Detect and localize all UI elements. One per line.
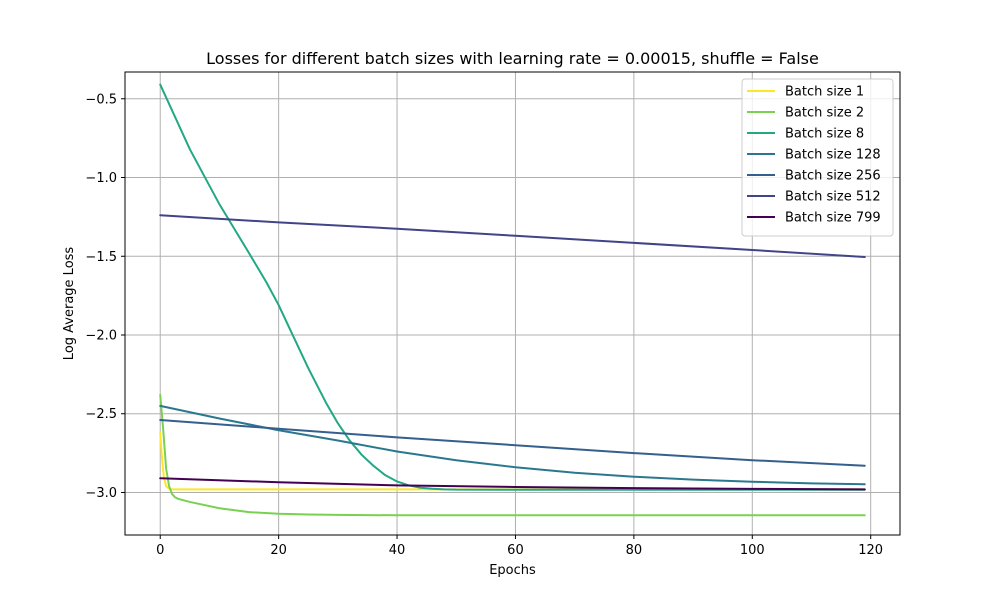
x-tick-label: 0 [156,543,164,558]
x-tick-label: 120 [858,543,883,558]
y-tick-label: −2.0 [85,328,117,343]
ticks: 0 20 40 60 80 100 120 −3.0 −2.5 −2.0 −1.5 −1.0 −0.5 [85,92,883,558]
legend-label-batch-size-1: Batch size 1 [785,85,864,100]
series-line-batch-size-128 [159,404,866,486]
legend-box [741,78,894,237]
y-tick-label: −3.0 [85,486,117,501]
legend-label-batch-size-8: Batch size 8 [785,127,864,142]
series-line-batch-size-799 [159,477,866,491]
x-tick-label: 80 [626,543,643,558]
y-tick-label: −2.5 [85,407,117,422]
series-layer [159,83,866,517]
plot-frame [124,71,901,536]
y-tick-label: −0.5 [85,92,117,107]
series-line-batch-size-8 [159,83,866,491]
legend-label-batch-size-799: Batch size 799 [785,211,881,226]
x-axis-label: Epochs [489,563,536,578]
series-line-batch-size-2 [159,393,866,517]
x-tick-label: 20 [270,543,287,558]
chart-title: Losses for different batch sizes with le… [206,49,819,68]
x-tick-label: 60 [507,543,524,558]
y-axis-label: Log Average Loss [62,247,77,361]
legend-label-batch-size-256: Batch size 256 [785,169,881,184]
y-tick-label: −1.0 [85,171,117,186]
legend-label-batch-size-128: Batch size 128 [785,148,881,163]
legend: Batch size 1 Batch size 2 Batch size 8 Batc… [741,78,894,237]
legend-label-batch-size-512: Batch size 512 [785,190,881,205]
plot-area [159,83,866,517]
series-line-batch-size-512 [159,214,866,259]
x-tick-label: 100 [740,543,765,558]
series-line-batch-size-256 [159,419,866,467]
legend-label-batch-size-2: Batch size 2 [785,106,864,121]
y-tick-label: −1.5 [85,250,117,265]
x-tick-label: 40 [389,543,406,558]
